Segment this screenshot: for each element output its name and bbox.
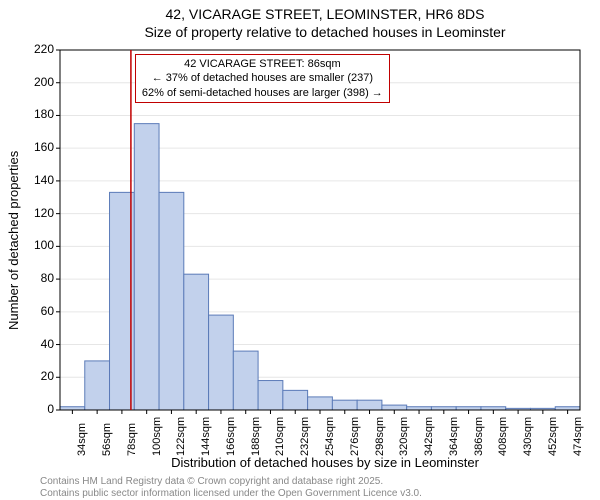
y-tick-label: 220 bbox=[26, 42, 54, 56]
x-tick-label: 122sqm bbox=[175, 417, 187, 456]
x-tick-label: 56sqm bbox=[101, 423, 113, 456]
x-tick-label: 100sqm bbox=[151, 417, 163, 456]
footer-line1: Contains HM Land Registry data © Crown c… bbox=[40, 476, 590, 488]
x-tick-label: 474sqm bbox=[572, 417, 584, 456]
x-tick-label: 210sqm bbox=[274, 417, 286, 456]
x-tick-label: 188sqm bbox=[250, 417, 262, 456]
annotation-line3: 62% of semi-detached houses are larger (… bbox=[142, 86, 383, 100]
x-axis-label: Distribution of detached houses by size … bbox=[60, 455, 590, 470]
y-tick-label: 120 bbox=[26, 206, 54, 220]
x-tick-label: 364sqm bbox=[448, 417, 460, 456]
annotation-line1: 42 VICARAGE STREET: 86sqm bbox=[142, 57, 383, 71]
y-tick-label: 100 bbox=[26, 238, 54, 252]
x-tick-label: 144sqm bbox=[200, 417, 212, 456]
y-tick-label: 20 bbox=[26, 369, 54, 383]
x-tick-label: 452sqm bbox=[547, 417, 559, 456]
chart-container: 42, VICARAGE STREET, LEOMINSTER, HR6 8DS… bbox=[0, 0, 600, 500]
y-tick-label: 180 bbox=[26, 107, 54, 121]
y-tick-label: 40 bbox=[26, 337, 54, 351]
annotation-line2: ← 37% of detached houses are smaller (23… bbox=[142, 71, 383, 85]
footer-line2: Contains public sector information licen… bbox=[40, 488, 590, 500]
x-tick-label: 320sqm bbox=[398, 417, 410, 456]
x-tick-label: 298sqm bbox=[374, 417, 386, 456]
x-tick-label: 430sqm bbox=[522, 417, 534, 456]
x-tick-label: 78sqm bbox=[126, 423, 138, 456]
y-tick-label: 80 bbox=[26, 271, 54, 285]
footer-text: Contains HM Land Registry data © Crown c… bbox=[40, 476, 590, 500]
x-tick-label: 34sqm bbox=[76, 423, 88, 456]
x-tick-label: 408sqm bbox=[497, 417, 509, 456]
x-tick-label: 342sqm bbox=[423, 417, 435, 456]
x-tick-label: 386sqm bbox=[473, 417, 485, 456]
y-axis-label: Number of detached properties bbox=[6, 151, 21, 330]
x-tick-label: 276sqm bbox=[349, 417, 361, 456]
y-tick-label: 0 bbox=[26, 402, 54, 416]
x-tick-label: 166sqm bbox=[225, 417, 237, 456]
x-tick-label: 254sqm bbox=[324, 417, 336, 456]
y-tick-label: 60 bbox=[26, 304, 54, 318]
y-tick-label: 160 bbox=[26, 140, 54, 154]
y-tick-label: 140 bbox=[26, 173, 54, 187]
x-tick-label: 232sqm bbox=[299, 417, 311, 456]
y-tick-label: 200 bbox=[26, 75, 54, 89]
annotation-box: 42 VICARAGE STREET: 86sqm ← 37% of detac… bbox=[135, 54, 390, 103]
